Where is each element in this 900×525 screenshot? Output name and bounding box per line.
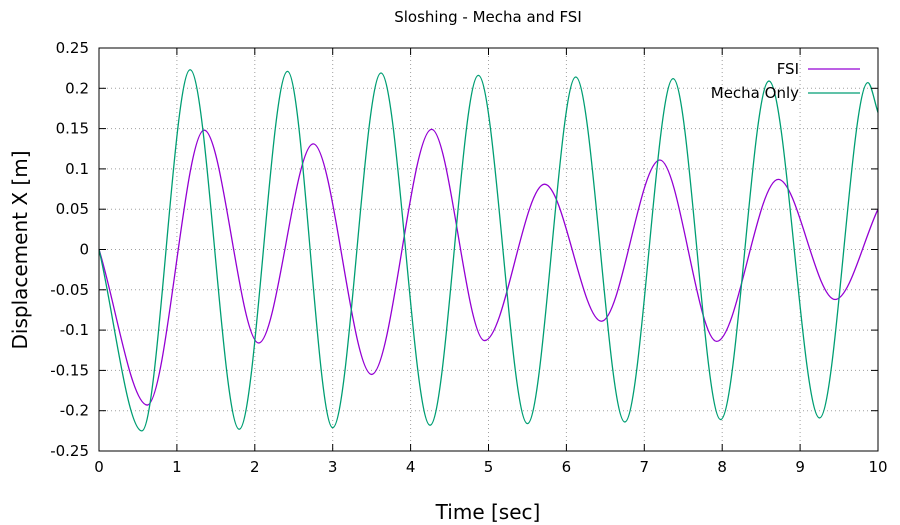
legend-label: Mecha Only [711, 84, 799, 102]
ticks: 0 1 2 3 4 5 6 7 8 9 10 -0.25 -0.2 -0.15 -0.1 -0.05 0 0.05… [50, 39, 887, 476]
x-tick-label: 8 [717, 458, 727, 476]
y-tick-label: -0.2 [60, 402, 89, 420]
grid [99, 48, 878, 451]
chart-title: Sloshing - Mecha and FSI [394, 8, 582, 26]
y-tick-label: -0.25 [50, 442, 89, 460]
y-tick-label: -0.05 [50, 281, 89, 299]
x-tick-label: 0 [94, 458, 104, 476]
x-tick-label: 4 [406, 458, 416, 476]
series-mecha-only [98, 69, 879, 432]
x-axis-label: Time [sec] [435, 500, 541, 524]
y-tick-label: 0.1 [65, 160, 89, 178]
x-tick-label: 1 [172, 458, 182, 476]
x-tick-label: 7 [640, 458, 650, 476]
x-tick-label: 2 [250, 458, 260, 476]
x-tick-label: 10 [868, 458, 887, 476]
x-tick-label: 5 [484, 458, 494, 476]
y-tick-label: 0.25 [56, 39, 89, 57]
y-axis-label: Displacement X [m] [8, 151, 32, 350]
x-tick-label: 6 [562, 458, 572, 476]
y-tick-label: 0 [79, 241, 89, 259]
x-tick-label: 3 [328, 458, 338, 476]
x-tick-label: 9 [795, 458, 805, 476]
legend-label: FSI [777, 60, 799, 78]
y-tick-label: 0.2 [65, 79, 89, 97]
y-tick-label: -0.1 [60, 321, 89, 339]
series-layer [98, 69, 879, 432]
y-tick-label: -0.15 [50, 361, 89, 379]
y-tick-label: 0.05 [56, 200, 89, 218]
y-tick-label: 0.15 [56, 120, 89, 138]
legend: FSI Mecha Only [711, 60, 860, 102]
series-fsi [98, 128, 879, 406]
